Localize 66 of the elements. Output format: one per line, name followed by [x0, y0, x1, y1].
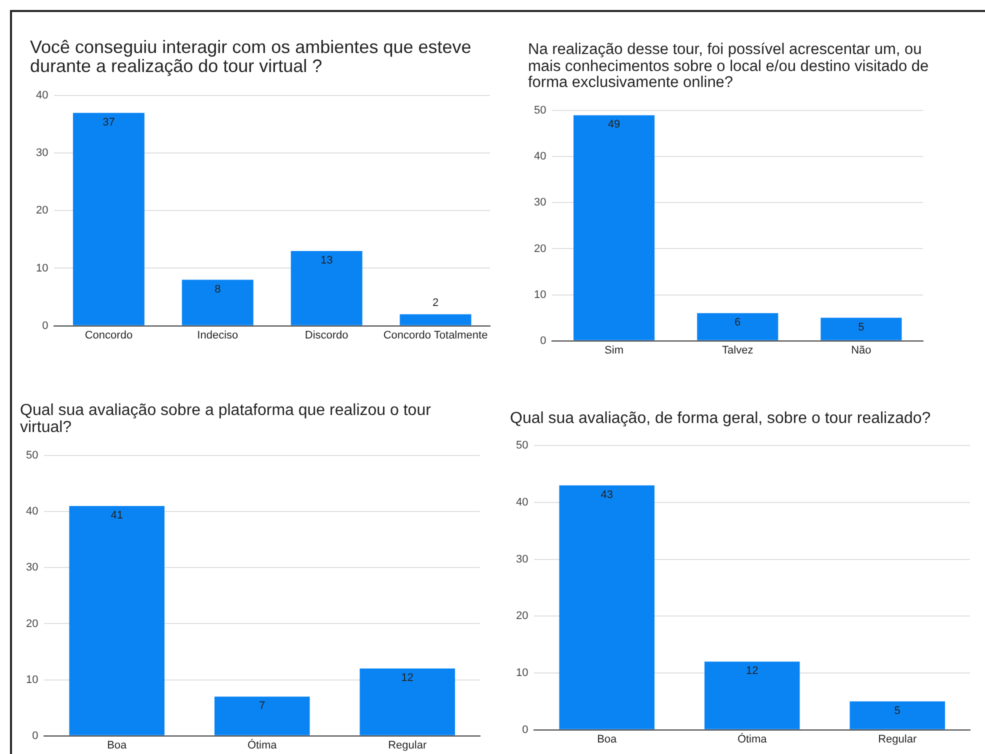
y-tick-label: 50	[26, 449, 38, 462]
x-tick-label: Concordo	[84, 329, 133, 342]
x-tick-label: Não	[851, 344, 872, 357]
data-label: 12	[401, 672, 414, 684]
bar	[182, 280, 254, 326]
x-tick-label: Discordo	[304, 329, 348, 342]
bar	[704, 662, 800, 730]
chart-title: Qual sua avaliação sobre a plataforma que realizou o tour virtual?	[20, 402, 432, 437]
bar	[72, 112, 144, 326]
data-label: 43	[600, 489, 613, 502]
y-tick-label: 40	[516, 496, 528, 509]
bar	[69, 506, 165, 735]
x-tick-label: Concordo Totalmente	[383, 329, 488, 342]
x-tick-label: Sim	[604, 344, 624, 357]
data-label: 5	[858, 322, 864, 334]
data-label: 5	[894, 705, 900, 718]
y-tick-label: 40	[534, 150, 546, 163]
y-tick-label: 50	[516, 440, 528, 452]
y-tick-label: 0	[522, 724, 528, 736]
bar	[573, 115, 655, 341]
x-tick-label: Regular	[878, 734, 917, 746]
chart-title: Você conseguiu interagir com os ambientes que esteve durante a realização do tour virtual ?	[30, 37, 472, 77]
y-tick-label: 30	[516, 554, 528, 566]
y-tick-label: 10	[516, 667, 528, 680]
y-tick-label: 0	[540, 335, 546, 348]
y-tick-label: 30	[534, 196, 546, 209]
bar	[820, 318, 902, 341]
data-label: 37	[102, 116, 115, 128]
data-label: 6	[734, 316, 741, 329]
data-label: 2	[432, 296, 439, 309]
y-tick-label: 30	[26, 561, 38, 574]
data-label: 49	[608, 118, 620, 131]
data-label: 7	[259, 700, 266, 712]
bar	[290, 250, 362, 326]
y-tick-label: 30	[36, 147, 48, 160]
data-label: 8	[214, 283, 221, 296]
bar	[214, 696, 310, 735]
data-label: 13	[320, 254, 333, 266]
x-tick-label: Regular	[388, 738, 427, 751]
x-tick-label: Boa	[107, 738, 128, 751]
y-tick-label: 40	[36, 90, 48, 102]
data-label: 41	[110, 509, 123, 522]
y-tick-label: 20	[36, 204, 48, 217]
chart-title: Qual sua avaliação, de forma geral, sobre o tour realizado?	[510, 410, 932, 428]
bar	[850, 702, 946, 730]
y-tick-label: 40	[26, 505, 38, 518]
x-tick-label: Talvez	[722, 344, 754, 357]
x-tick-label: Ótima	[247, 738, 278, 751]
chart-title: Na realização desse tour, foi possível acrescentar um, ou mais conhecimentos sobre o local e/ou destino visitado de forma exclusivamente online?	[528, 41, 930, 92]
x-tick-label: Ótima	[737, 732, 768, 746]
x-tick-label: Boa	[597, 734, 618, 746]
y-tick-label: 10	[36, 262, 48, 274]
data-label: 12	[746, 665, 758, 678]
y-tick-label: 10	[534, 288, 546, 301]
y-tick-label: 50	[534, 104, 546, 117]
y-tick-label: 20	[516, 610, 528, 622]
bar	[400, 314, 472, 326]
y-tick-label: 20	[534, 242, 546, 255]
y-tick-label: 20	[26, 617, 38, 630]
bar	[697, 313, 778, 341]
bar	[360, 668, 456, 735]
y-tick-label: 0	[32, 729, 38, 742]
bar	[559, 486, 655, 730]
y-tick-label: 0	[42, 320, 48, 332]
x-tick-label: Indeciso	[197, 329, 238, 342]
y-tick-label: 10	[26, 673, 38, 686]
